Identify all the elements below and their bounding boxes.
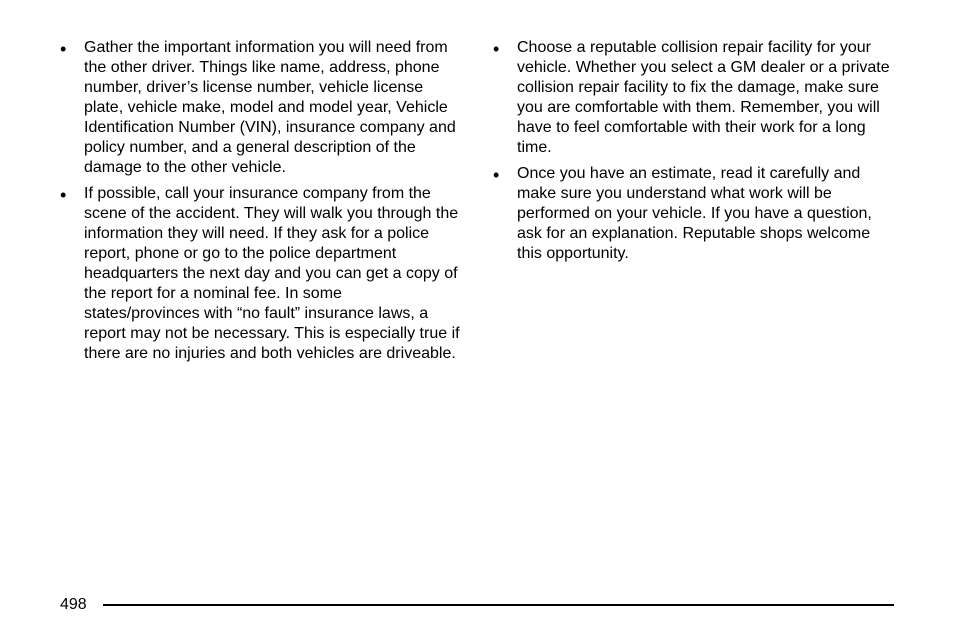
bullet-item: If possible, call your insurance company… (80, 184, 461, 364)
two-column-layout: Gather the important information you wil… (60, 38, 894, 370)
footer-rule (103, 604, 894, 606)
page-footer: 498 (60, 596, 894, 614)
page-number: 498 (60, 596, 103, 614)
bullet-item: Once you have an estimate, read it caref… (513, 164, 894, 264)
right-column: Choose a reputable collision repair faci… (493, 38, 894, 370)
document-page: Gather the important information you wil… (0, 0, 954, 636)
bullet-list-right: Choose a reputable collision repair faci… (493, 38, 894, 264)
bullet-list-left: Gather the important information you wil… (60, 38, 461, 364)
bullet-item: Gather the important information you wil… (80, 38, 461, 178)
bullet-item: Choose a reputable collision repair faci… (513, 38, 894, 158)
left-column: Gather the important information you wil… (60, 38, 461, 370)
